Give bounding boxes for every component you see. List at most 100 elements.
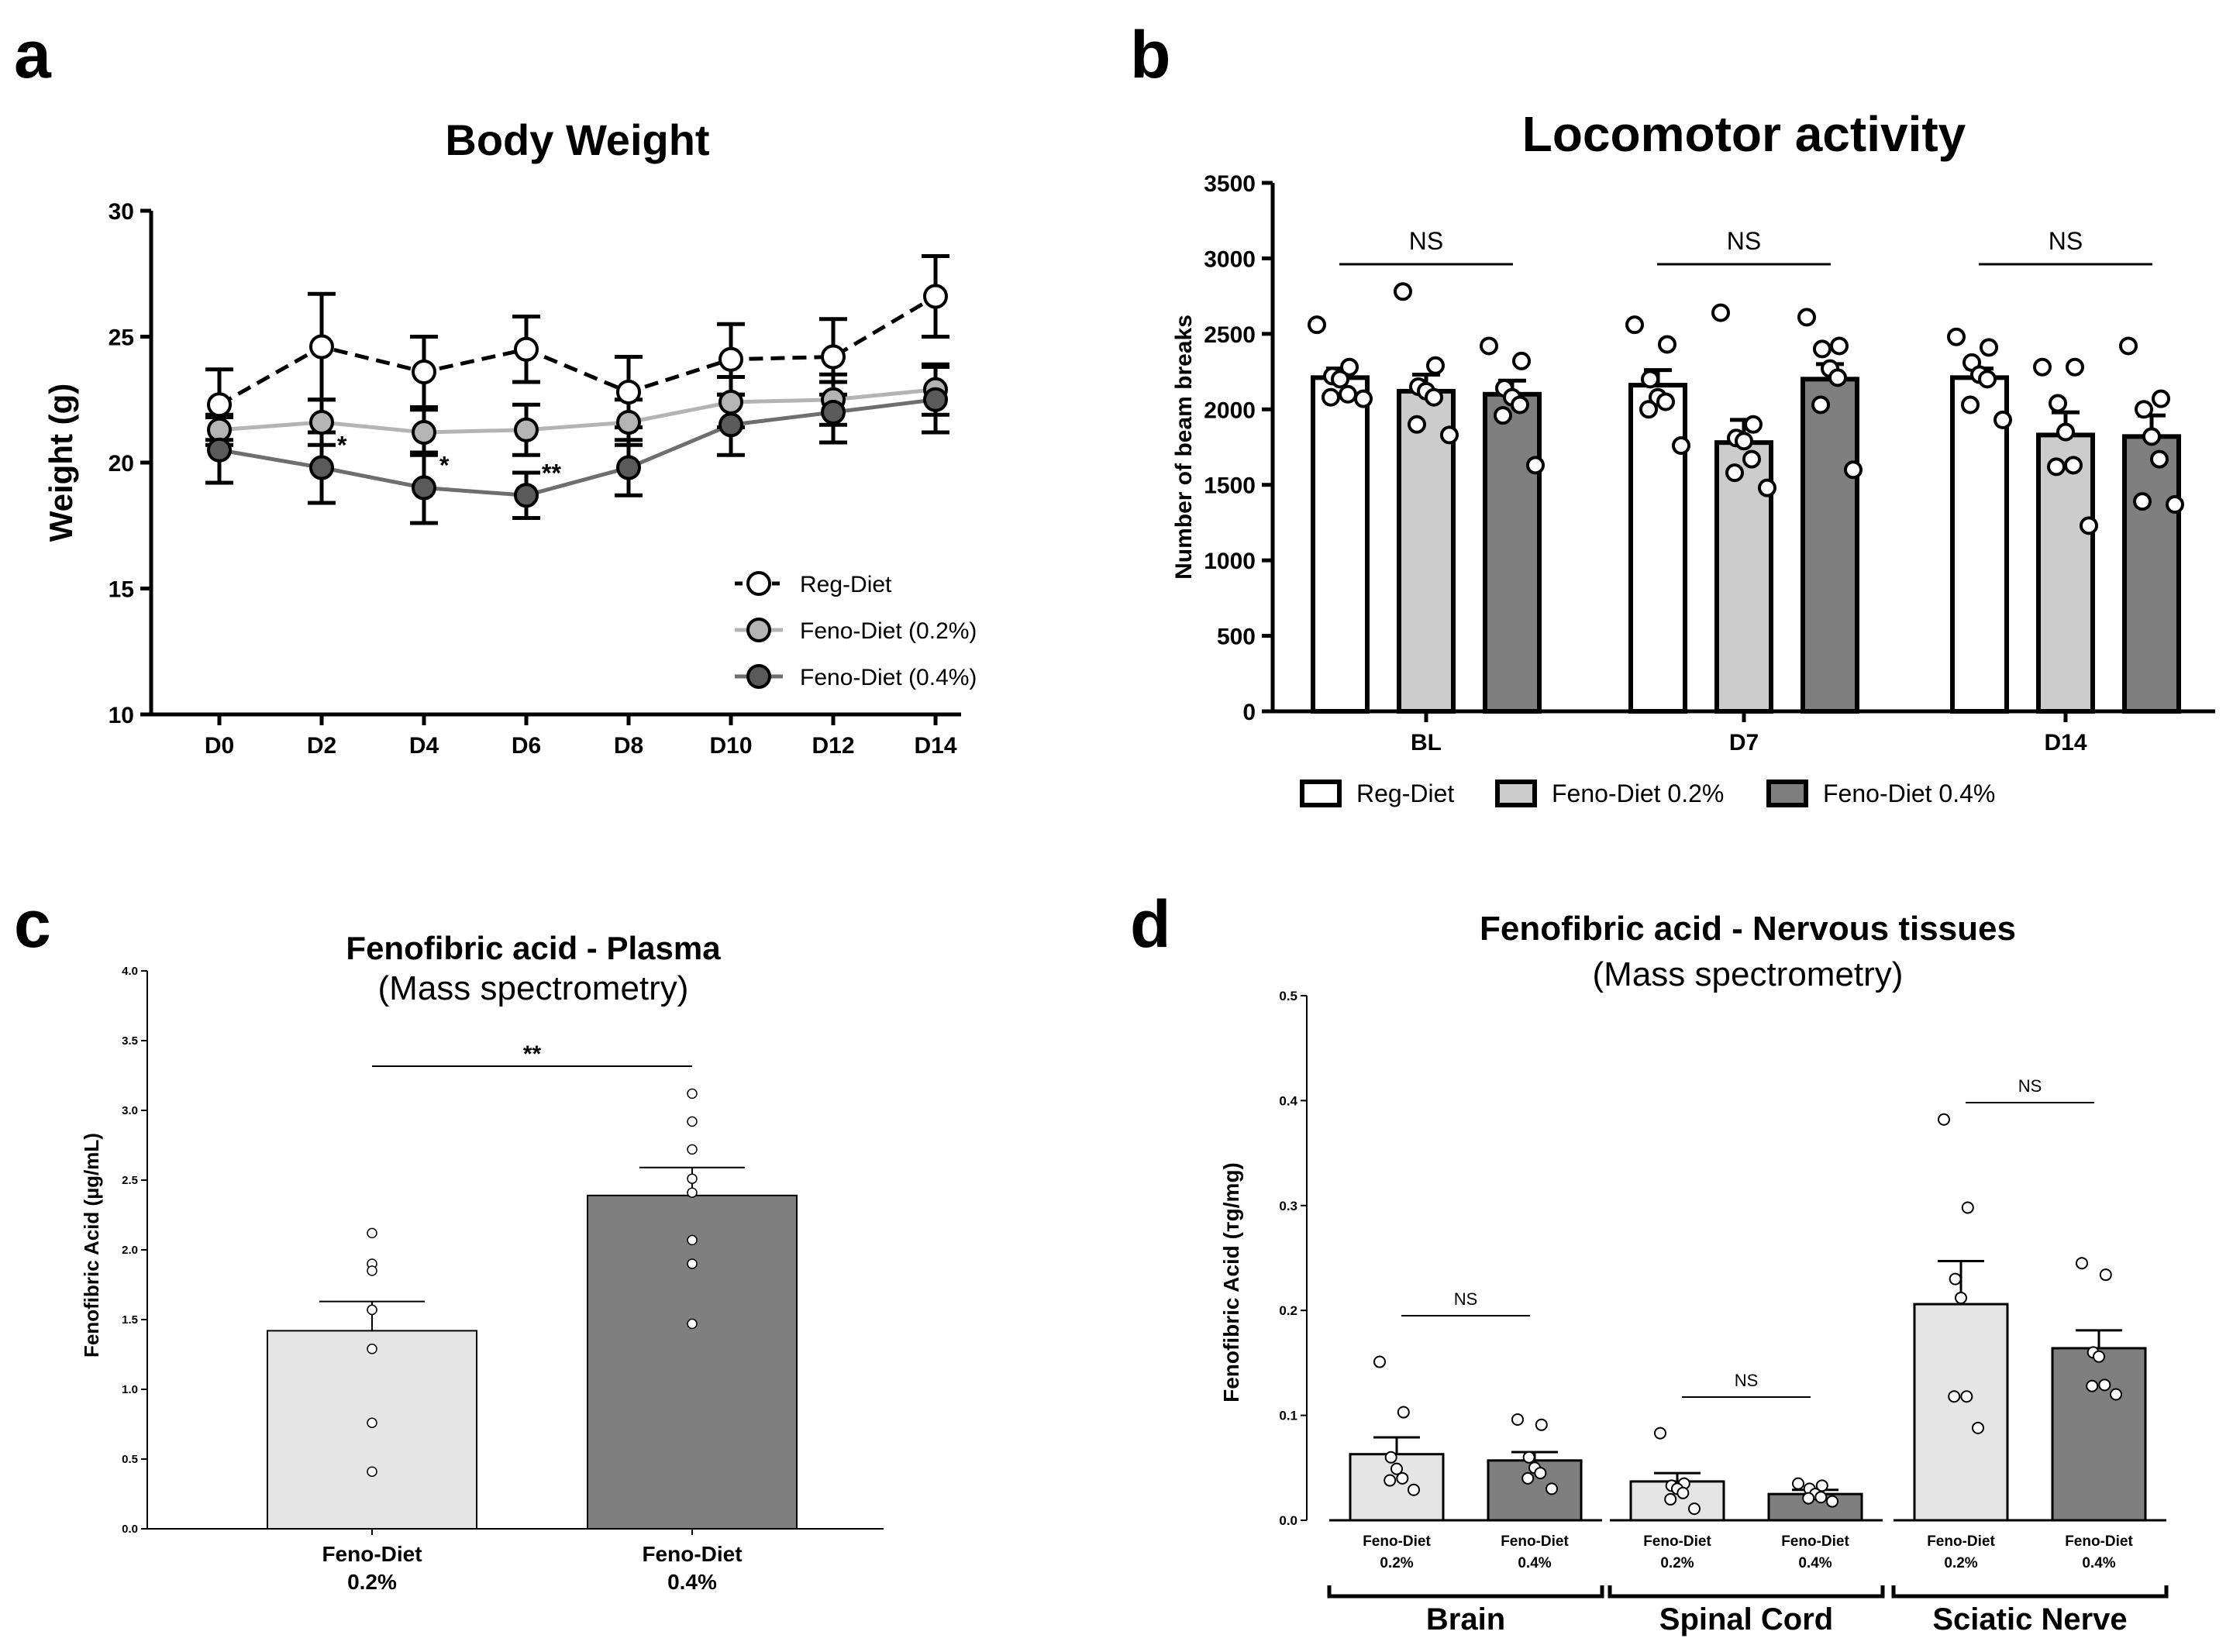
chart-b-datapoint <box>2047 457 2066 477</box>
chart-c-xtick-label-line2: 0.2% <box>347 1570 397 1594</box>
chart-d-datapoint <box>1373 1355 1386 1368</box>
chart-d-ytick-label: 0.5 <box>1279 989 1297 1003</box>
chart-b-significance-label: NS <box>1409 227 1443 255</box>
chart-b-datapoint <box>1639 400 1658 419</box>
chart-d-datapoint <box>1521 1471 1535 1485</box>
chart-b-datapoint <box>1426 356 1445 375</box>
chart-d-bar-label-line2: 0.2% <box>1660 1555 1694 1571</box>
chart-a-point-2 <box>718 412 743 438</box>
chart-b-datapoint <box>2064 456 2083 475</box>
chart-b-datapoint <box>2152 389 2170 408</box>
chart-c-datapoint <box>367 1344 377 1354</box>
chart-c-ytick-label: 3.5 <box>122 1034 138 1048</box>
chart-b-datapoint <box>1742 449 1761 469</box>
chart-c-xtick-label-line1: Feno-Diet <box>642 1542 742 1566</box>
chart-b-legend-swatch <box>1495 780 1537 807</box>
chart-b-datapoint <box>2142 427 2161 446</box>
chart-b-datapoint <box>1656 392 1675 411</box>
chart-c-datapoint <box>687 1234 698 1246</box>
chart-c-datapoint <box>367 1265 377 1276</box>
chart-d-bar-label-line1: Feno-Diet <box>1501 1533 1569 1550</box>
chart-b-datapoint <box>2056 422 2075 442</box>
chart-d-datapoint <box>1535 1418 1548 1431</box>
chart-c-datapoint <box>687 1173 698 1184</box>
chart-d-datapoint <box>2099 1268 2112 1282</box>
chart-b-bar <box>2122 434 2181 714</box>
chart-b-datapoint <box>1978 370 1997 389</box>
chart-a-ytick-label: 25 <box>109 325 134 351</box>
chart-b-legend-swatch <box>1300 780 1342 807</box>
chart-b-datapoint <box>1331 370 1349 389</box>
chart-a-point-1 <box>616 410 641 435</box>
chart-b-datapoint <box>1811 395 1830 415</box>
chart-d-datapoint <box>1815 1479 1828 1492</box>
chart-a-xtick-label: D6 <box>512 733 541 759</box>
chart-c-ytick-label: 1.5 <box>122 1313 138 1327</box>
chart-a-point-0 <box>412 360 436 384</box>
chart-a-xtick-label: D4 <box>409 733 439 759</box>
chart-d-group-bracket <box>1891 1585 2169 1599</box>
chart-b-ytick-label: 3000 <box>1204 246 1256 272</box>
chart-d-group-bracket <box>1327 1585 1604 1599</box>
chart-b-legend-label: Feno-Diet 0.2% <box>1552 780 1724 807</box>
chart-a-point-2 <box>923 387 948 412</box>
chart-b-datapoint <box>1625 315 1644 335</box>
chart-d-datapoint <box>1949 1272 1962 1285</box>
chart-a-ylabel: Weight (g) <box>43 384 79 542</box>
chart-b-datapoint <box>1308 315 1326 335</box>
chart-c-xtick-label-line1: Feno-Diet <box>322 1542 422 1566</box>
chart-d-significance-label: NS <box>1454 1289 1478 1309</box>
chart-a-point-0 <box>718 346 743 372</box>
chart-d-bar <box>1913 1303 2009 1522</box>
chart-a-ytick-label: 10 <box>109 703 134 728</box>
chart-d-datapoint <box>1955 1291 1967 1304</box>
chart-c-datapoint <box>367 1304 377 1316</box>
chart-b-datapoint <box>2066 357 2084 377</box>
chart-d-bar-label-line1: Feno-Diet <box>2065 1533 2133 1550</box>
chart-b-datapoint <box>1512 351 1531 370</box>
chart-d-bar-label-line2: 0.4% <box>1798 1555 1832 1571</box>
chart-b-datapoint <box>1394 282 1412 301</box>
chart-d-bar <box>2051 1347 2147 1522</box>
chart-b-datapoint <box>2119 336 2138 356</box>
chart-d-datapoint <box>1390 1462 1403 1475</box>
chart-b-datapoint <box>2080 516 2098 535</box>
chart-d-datapoint <box>2098 1378 2111 1392</box>
chart-c-ytick-label: 4.0 <box>122 965 138 978</box>
chart-b-datapoint <box>2150 449 2169 469</box>
chart-b: 0 500 1000 1500 2000 2500 3000 3500 BL NS D7 NS D14 N… <box>1204 171 2215 807</box>
chart-b-ytick-label: 500 <box>1217 625 1256 650</box>
chart-d-bar-label-line2: 0.4% <box>2082 1555 2115 1571</box>
chart-b-bar <box>1311 375 1370 714</box>
chart-b-datapoint <box>1744 415 1763 434</box>
chart-d-datapoint <box>1961 1201 1974 1214</box>
chart-d-datapoint <box>1802 1492 1815 1505</box>
chart-d-datapoint <box>1960 1390 1973 1403</box>
chart-d-datapoint <box>2093 1350 2105 1363</box>
chart-d-ytick-label: 0.2 <box>1279 1303 1297 1318</box>
panel-letter-b: b <box>1130 18 1171 92</box>
chart-a-legend-label: Feno-Diet (0.4%) <box>800 665 977 690</box>
chart-a-significance: * <box>337 432 347 459</box>
chart-b-legend-swatch <box>1766 780 1808 807</box>
chart-c-datapoint <box>687 1187 698 1198</box>
chart-a-point-2 <box>821 400 846 425</box>
chart-d-datapoint <box>2076 1257 2088 1270</box>
chart-c-significance-label: ** <box>523 1041 542 1067</box>
chart-b-datapoint <box>1339 384 1357 404</box>
chart-d-bar-label-line1: Feno-Diet <box>1781 1533 1849 1550</box>
chart-b-datapoint <box>2166 495 2184 515</box>
chart-d-datapoint <box>1384 1474 1397 1487</box>
chart-d-datapoint <box>1938 1113 1950 1126</box>
chart-d-datapoint <box>2110 1388 2122 1401</box>
chart-b-xtick-label: D14 <box>2044 730 2087 755</box>
chart-a-series-line-1 <box>219 387 936 435</box>
chart-b-datapoint <box>1830 336 1849 356</box>
chart-c-ytick-label: 1.0 <box>122 1383 138 1396</box>
chart-d-datapoint <box>1397 1406 1410 1419</box>
chart-a-xtick-label: D2 <box>307 733 336 759</box>
chart-d-datapoint <box>1511 1413 1524 1427</box>
chart-b-datapoint <box>2049 394 2067 413</box>
chart-d-datapoint <box>1826 1495 1838 1508</box>
